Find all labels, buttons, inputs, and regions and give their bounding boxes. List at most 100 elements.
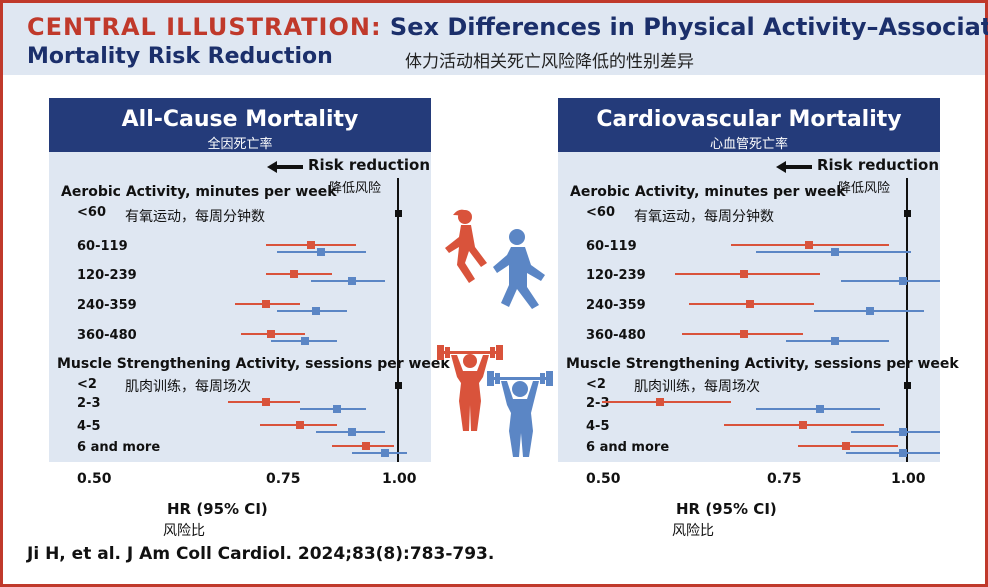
row-label: <60 [586,205,615,220]
panel-all-cause: All-Cause Mortality 全因死亡率 Risk reduction 降低… [49,98,450,462]
muscle-section-title-zh: 肌肉训练，每周场次 [125,379,251,395]
axis-tick-label: 1.00 [891,471,926,487]
row-label: 2-3 [77,396,101,411]
men-point [312,307,320,315]
women-point [306,241,315,249]
women-point [290,270,299,278]
men-ci-line [351,452,407,454]
row-label: 360-480 [77,328,137,343]
muscle-section-title-zh: 肌肉训练，每周场次 [634,379,760,395]
axis-tick-label: 0.50 [586,471,621,487]
row-label: 2-3 [586,396,610,411]
row-label: 60-119 [586,239,637,254]
aerobic-section-title: Aerobic Activity, minutes per week [570,184,846,200]
row-label: 360-480 [586,328,646,343]
women-ci-line [602,401,731,403]
men-point [815,405,824,413]
row-label: 4-5 [586,419,610,434]
reference-point [903,382,911,389]
row-label: 120-239 [77,268,137,283]
reference-point [394,210,402,217]
row-label: 4-5 [77,419,101,434]
row-label: 120-239 [586,268,646,283]
panel-title: Cardiovascular Mortality [596,107,902,132]
header-title-zh: 体力活动相关死亡风险降低的性别差异 [405,52,694,72]
risk-reduction-label-zh: 降低风险 [838,181,891,196]
men-ci-line [850,431,940,433]
risk-reduction-label-zh: 降低风险 [329,181,382,196]
women-point [261,398,270,406]
men-point [866,307,875,315]
aerobic-section-title-zh: 有氧运动，每周分钟数 [634,209,774,225]
row-label: <60 [77,205,106,220]
women-point [739,270,748,278]
panel-header: Cardiovascular Mortality 心血管死亡率 [558,98,940,152]
axis-tick-label: 0.75 [767,471,802,487]
men-point [380,449,389,457]
running-figures-icon [445,209,545,309]
panel-title: All-Cause Mortality [121,107,359,132]
panel-header: All-Cause Mortality 全因死亡率 [49,98,431,152]
axis-label-zh: 风险比 [672,523,714,539]
risk-reduction-label: Risk reduction [817,156,939,174]
row-label: 6 and more [586,440,670,455]
axis-tick-label: 0.50 [77,471,112,487]
axis-label: HR (95% CI) [167,500,268,518]
axis-label: HR (95% CI) [676,500,777,518]
central-illustration-label: CENTRAL ILLUSTRATION: [27,13,382,41]
men-point [898,428,907,436]
men-point [332,405,341,413]
risk-reduction-label: Risk reduction [308,156,430,174]
women-point [739,330,748,338]
men-point [898,277,907,285]
header-title-line2: Mortality Risk Reduction [27,44,333,69]
row-label: 6 and more [77,440,161,455]
row-label: <2 [586,377,606,392]
row-label: 240-359 [77,298,137,313]
reference-point [903,210,911,217]
row-label: 240-359 [586,298,646,313]
women-ci-line [265,273,332,275]
aerobic-section-title-zh: 有氧运动，每周分钟数 [125,209,265,225]
reference-line-hr-1 [906,178,908,462]
panel-title-zh: 全因死亡率 [207,137,273,152]
axis-tick-label: 0.75 [266,471,301,487]
reference-point [394,382,402,389]
women-point [746,300,755,308]
men-point [317,248,326,256]
arrow-left-icon [267,161,303,173]
header-title-line1: CENTRAL ILLUSTRATION: Sex Differences in… [27,13,988,41]
panel-cardiovascular: Cardiovascular Mortality 心血管死亡率 Risk reduc… [558,98,959,462]
reference-line-hr-1 [397,178,399,462]
row-label: <2 [77,377,97,392]
women-point [295,421,304,429]
men-point [831,248,840,256]
men-point [301,337,310,345]
women-point [362,442,371,450]
men-point [898,449,907,457]
muscle-section-title: Muscle Strengthening Activity, sessions … [566,356,959,372]
panel-title-zh: 心血管死亡率 [709,137,788,152]
men-point [347,428,356,436]
men-point [831,337,840,345]
axis-tick-label: 1.00 [382,471,417,487]
women-point [799,421,808,429]
aerobic-section-title: Aerobic Activity, minutes per week [61,184,337,200]
muscle-section-title: Muscle Strengthening Activity, sessions … [57,356,450,372]
men-ci-line [845,452,940,454]
men-ci-line [277,310,347,312]
header-band: CENTRAL ILLUSTRATION: Sex Differences in… [3,3,988,75]
weightlifting-figures-icon [437,345,553,457]
men-ci-line [840,280,940,282]
women-point [261,300,270,308]
row-label: 60-119 [77,239,128,254]
women-point [841,442,850,450]
women-point [267,330,276,338]
arrow-left-icon [776,161,812,173]
women-point [804,241,813,249]
women-point [655,398,664,406]
axis-label-zh: 风险比 [163,523,205,539]
citation: Ji H, et al. J Am Coll Cardiol. 2024;83(… [27,544,495,564]
men-point [347,277,356,285]
